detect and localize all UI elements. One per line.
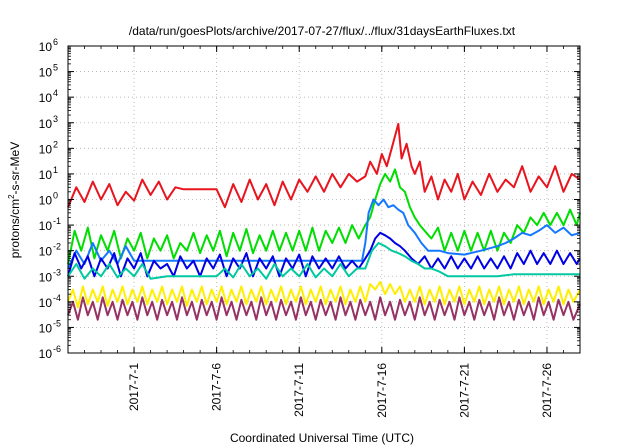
y-tick-label: 105: [39, 63, 58, 80]
chart-title: /data/run/goesPlots/archive/2017-07-27/f…: [129, 24, 516, 38]
series-layer: [67, 122, 581, 321]
y-tick-base: 10: [39, 347, 53, 361]
y-tick-label: 101: [39, 165, 58, 182]
y-tick-base: 10: [39, 296, 53, 310]
y-label-superscript: 2: [7, 194, 16, 199]
y-tick-base: 10: [39, 194, 53, 208]
y-tick-exponent: 2: [53, 139, 58, 149]
y-tick-label: 104: [39, 88, 58, 105]
ticks: [67, 45, 581, 354]
x-tick-label: 2017-7-26: [540, 363, 554, 418]
x-tick-label: 2017-7-11: [292, 363, 306, 417]
series-line-7: [67, 296, 581, 321]
x-axis-label: Coordinated Universal Time (UTC): [230, 431, 414, 445]
y-tick-label: 106: [39, 37, 58, 54]
y-tick-base: 10: [39, 245, 53, 259]
y-tick-base: 10: [39, 117, 53, 131]
series-line-5: [67, 242, 580, 280]
y-tick-label: 10-1: [39, 216, 61, 233]
y-tick-label: 10-5: [39, 318, 61, 335]
y-tick-label: 10-2: [39, 242, 61, 259]
y-tick-exponent: -4: [53, 293, 61, 303]
y-tick-base: 10: [39, 66, 53, 80]
y-tick-exponent: -6: [53, 344, 61, 354]
y-axis-label: protons/cm2-s-sr-MeV: [7, 142, 22, 258]
y-tick-exponent: 3: [53, 114, 58, 124]
y-tick-exponent: 5: [53, 63, 58, 73]
series-line-6: [67, 280, 581, 309]
y-tick-base: 10: [39, 91, 53, 105]
series-line-2: [67, 168, 581, 265]
y-tick-label: 10-4: [39, 293, 61, 310]
y-tick-base: 10: [39, 168, 53, 182]
y-tick-exponent: 6: [53, 37, 58, 47]
y-tick-base: 10: [39, 219, 53, 233]
y-tick-labels: 10-610-510-410-310-210-11001011021031041…: [39, 37, 61, 361]
y-tick-label: 103: [39, 114, 58, 131]
y-tick-label: 10-6: [39, 344, 61, 361]
y-tick-exponent: -3: [53, 267, 61, 277]
x-tick-label: 2017-7-21: [457, 363, 471, 418]
y-label-main: protons/cm: [8, 199, 22, 258]
y-tick-base: 10: [39, 142, 53, 156]
y-label-units: -s-sr-MeV: [8, 142, 22, 195]
y-tick-base: 10: [39, 270, 53, 284]
y-tick-exponent: -1: [53, 216, 61, 226]
x-tick-label: 2017-7-1: [127, 363, 141, 411]
y-tick-base: 10: [39, 321, 53, 335]
x-tick-labels: 2017-7-1 2017-7-6 2017-7-11 2017-7-16 2017-7…: [127, 363, 554, 418]
y-tick-base: 10: [39, 40, 53, 54]
y-tick-exponent: 0: [53, 191, 58, 201]
series-line-1: [67, 122, 581, 209]
y-tick-exponent: 1: [53, 165, 58, 175]
x-tick-label: 2017-7-16: [375, 363, 389, 418]
y-tick-label: 10-3: [39, 267, 61, 284]
y-tick-exponent: 4: [53, 88, 58, 98]
y-tick-exponent: -5: [53, 318, 61, 328]
y-tick-exponent: -2: [53, 242, 61, 252]
y-tick-label: 102: [39, 139, 58, 156]
series-line-4: [67, 231, 581, 278]
y-tick-label: 100: [39, 191, 58, 208]
x-tick-label: 2017-7-6: [210, 363, 224, 411]
